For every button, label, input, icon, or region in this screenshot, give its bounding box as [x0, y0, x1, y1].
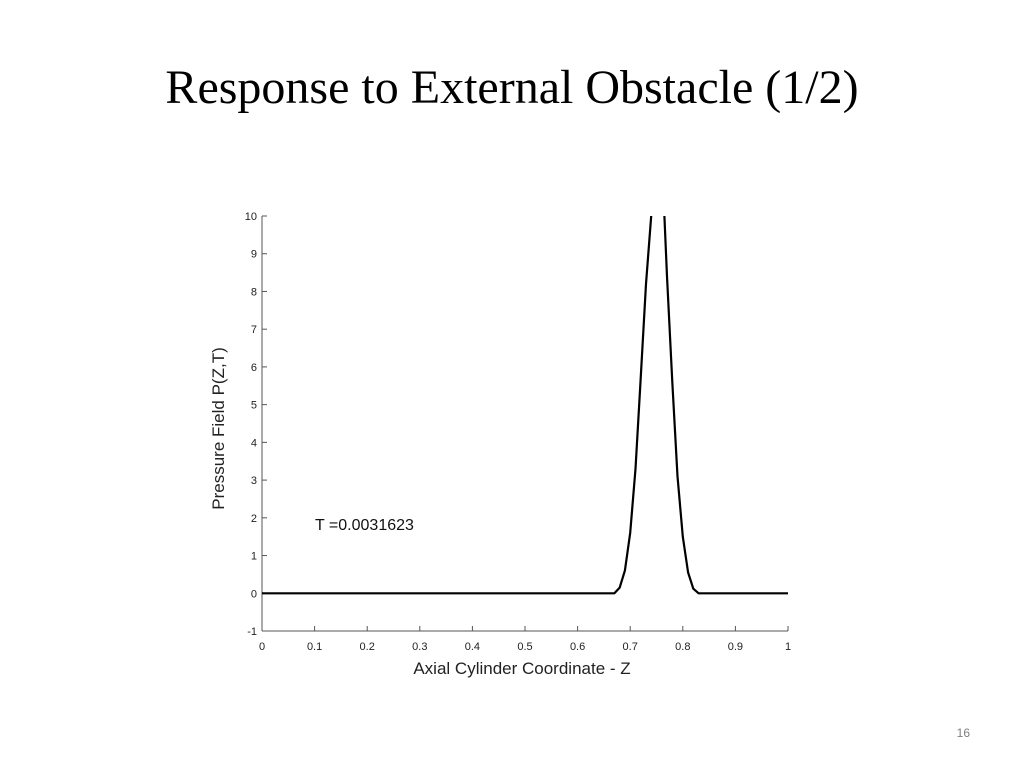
x-tick-label: 0.8: [675, 641, 690, 653]
y-tick-label: 0: [251, 588, 257, 600]
series-line: [262, 216, 788, 595]
x-axis-label: Axial Cylinder Coordinate - Z: [413, 659, 630, 678]
y-tick-label: 7: [251, 324, 257, 336]
y-tick-label: 10: [245, 211, 257, 223]
slide-number: 16: [956, 726, 970, 740]
y-tick-label: 6: [251, 362, 257, 374]
x-tick-label: 1: [785, 641, 791, 653]
x-tick-label: 0.7: [623, 641, 638, 653]
y-tick-label: 1: [251, 551, 257, 563]
x-tick-label: 0.9: [728, 641, 743, 653]
x-tick-label: 0.1: [307, 641, 322, 653]
y-tick-label: 3: [251, 475, 257, 487]
x-tick-label: 0.2: [360, 641, 375, 653]
y-axis-label: Pressure Field P(Z,T): [209, 347, 228, 509]
x-tick-label: 0.4: [465, 641, 480, 653]
y-tick-label: 9: [251, 249, 257, 261]
x-tick-label: 0.6: [570, 641, 585, 653]
y-tick-label: -1: [247, 626, 257, 638]
axes: 0 0.1 0.2 0.3 0.4 0.5 0.6 0.7 0.8 0.9 1-1012345678…: [245, 211, 791, 653]
x-tick-label: 0.5: [517, 641, 532, 653]
series-group: [262, 216, 788, 595]
time-annotation: T =0.0031623: [315, 517, 414, 534]
x-tick-label: 0: [259, 641, 265, 653]
slide-title: Response to External Obstacle (1/2): [165, 61, 859, 114]
y-tick-label: 4: [251, 437, 257, 449]
y-tick-label: 5: [251, 400, 257, 412]
y-tick-label: 8: [251, 286, 257, 298]
x-tick-label: 0.3: [412, 641, 427, 653]
y-tick-label: 2: [251, 513, 257, 525]
